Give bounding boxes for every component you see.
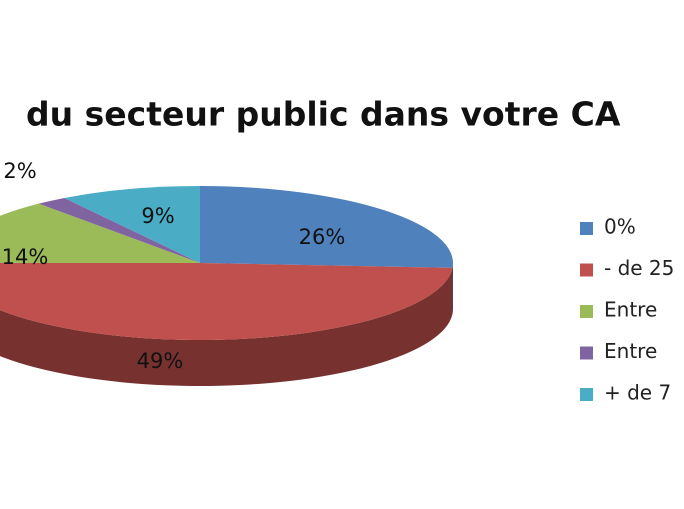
legend-swatch xyxy=(580,222,593,235)
pie-slice xyxy=(38,197,200,263)
legend-swatch xyxy=(580,388,593,401)
pie-slice xyxy=(200,186,453,268)
legend-swatch xyxy=(580,346,593,360)
data-label: 2% xyxy=(3,159,36,183)
data-label: 9% xyxy=(141,204,174,228)
legend-label: 0% xyxy=(604,215,636,239)
data-label: 14% xyxy=(2,245,49,269)
legend-swatch xyxy=(580,305,593,318)
data-label: 26% xyxy=(299,225,346,249)
pie-slice xyxy=(64,186,200,263)
legend-label: Entre xyxy=(604,339,657,363)
legend-label: + de 7 xyxy=(604,381,671,405)
legend-label: - de 25 xyxy=(604,256,674,280)
legend-swatch xyxy=(580,263,593,277)
pie-side xyxy=(0,267,453,387)
data-label: 49% xyxy=(137,349,184,373)
legend: 0% - de 25 Entre Entre + de 7 xyxy=(580,215,674,405)
legend-label: Entre xyxy=(604,298,657,322)
pie-slice xyxy=(0,203,200,263)
chart-title: du secteur public dans votre CA xyxy=(26,95,621,134)
pie-slice xyxy=(0,263,453,341)
pie: 26% 49% 14% 2% 9% xyxy=(0,159,453,387)
